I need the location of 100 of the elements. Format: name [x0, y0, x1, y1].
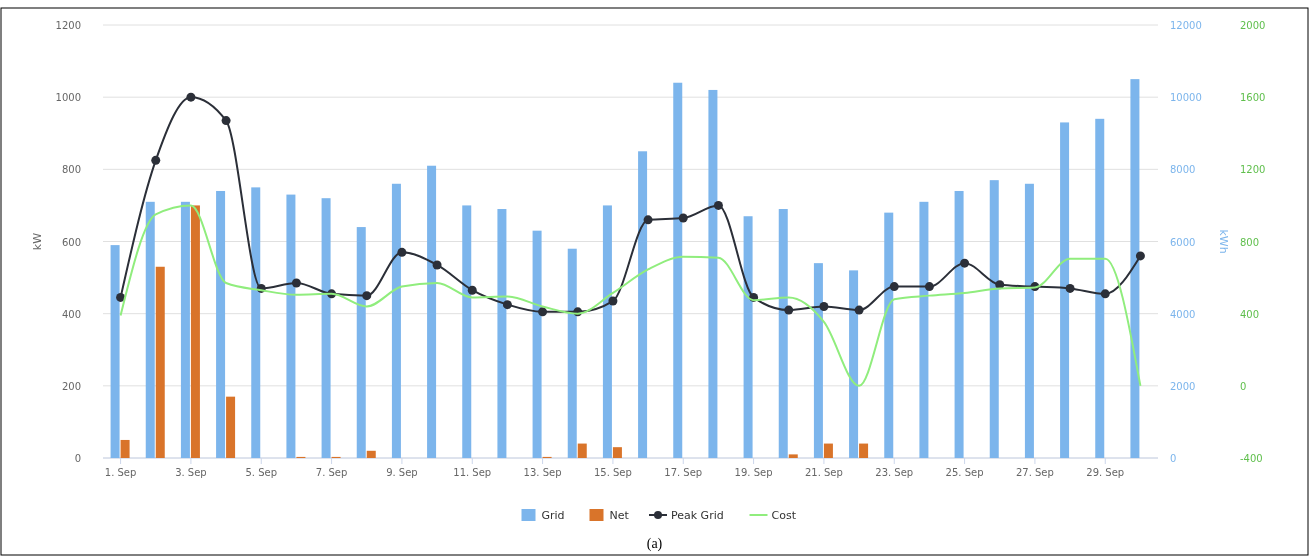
bar	[286, 194, 296, 458]
y-tick-label: 200	[61, 380, 81, 392]
point	[960, 258, 970, 268]
point	[432, 260, 442, 270]
bar	[1060, 122, 1070, 458]
point	[713, 200, 723, 210]
bar	[462, 205, 472, 458]
x-tick-label: 25. Sep	[945, 467, 984, 478]
bar	[180, 201, 190, 458]
x-tick-label: 17. Sep	[664, 467, 703, 478]
bar	[577, 443, 587, 458]
text: (a)	[646, 536, 663, 552]
legend-label: Net	[609, 509, 630, 522]
x-tick-label: 3. Sep	[175, 467, 207, 478]
bar	[1024, 183, 1034, 458]
point	[186, 92, 196, 102]
bar	[743, 216, 753, 458]
y-tick-label: 1000	[55, 92, 81, 104]
bar	[849, 270, 859, 458]
bar	[216, 190, 226, 458]
x-tick-label: 1. Sep	[104, 467, 137, 478]
bar	[110, 245, 120, 458]
y2-tick-label: 6000	[1170, 236, 1196, 248]
point	[467, 285, 477, 295]
point	[854, 305, 864, 315]
point	[643, 215, 653, 225]
y3-tick-label: -400	[1240, 453, 1263, 464]
bar	[366, 450, 376, 458]
bar	[638, 151, 648, 458]
bar	[778, 209, 788, 458]
bar	[602, 205, 612, 458]
bar	[859, 443, 869, 458]
bar	[427, 165, 437, 458]
point	[362, 291, 372, 301]
y-tick-label: 400	[61, 308, 81, 320]
x-tick-label: 19. Sep	[734, 467, 773, 478]
y2-tick-label: 0	[1170, 453, 1177, 464]
x-tick-label: 15. Sep	[593, 467, 632, 478]
x-tick-label: 21. Sep	[804, 467, 843, 478]
x-tick-label: 13. Sep	[523, 467, 562, 478]
y2-tick-label: 12000	[1170, 20, 1202, 31]
bar	[155, 266, 165, 458]
x-tick-label: 23. Sep	[875, 467, 914, 478]
y2-tick-label: 8000	[1170, 164, 1196, 176]
y3-tick-label: 1200	[1240, 164, 1266, 176]
legend-label: Cost	[771, 509, 797, 522]
point	[151, 155, 161, 165]
bar	[919, 201, 929, 458]
bar	[391, 183, 401, 458]
x-tick-label: 9. Sep	[386, 467, 418, 478]
bar	[884, 212, 894, 458]
y3-tick-label: 1600	[1240, 92, 1266, 104]
y-tick-label: 600	[61, 236, 81, 248]
y-tick-label: 0	[74, 453, 81, 464]
bar	[673, 82, 683, 458]
bar	[567, 248, 577, 458]
x-tick-label: 7. Sep	[315, 467, 348, 478]
point	[397, 247, 407, 257]
y2-tick-label: 4000	[1170, 308, 1196, 320]
x-tick-label: 27. Sep	[1015, 467, 1054, 478]
point	[1065, 283, 1075, 293]
point	[116, 292, 126, 302]
legend-label: Grid	[541, 509, 565, 522]
point	[819, 301, 829, 311]
bar	[321, 198, 331, 458]
point	[221, 116, 231, 126]
point	[538, 307, 548, 317]
y3-tick-label: 0	[1240, 380, 1247, 392]
point	[924, 282, 934, 292]
y3-tick-label: 800	[1240, 236, 1260, 248]
bar	[251, 187, 261, 458]
point	[1100, 289, 1110, 299]
y3-tick-label: 2000	[1240, 20, 1266, 31]
point	[678, 213, 688, 223]
bar	[788, 454, 798, 458]
point	[784, 305, 794, 315]
y3-tick-label: 400	[1240, 308, 1260, 320]
y-axis-title: kW	[31, 232, 44, 251]
y-tick-label: 800	[61, 164, 81, 176]
bar	[356, 227, 366, 458]
legend-label: Peak Grid	[671, 509, 724, 522]
y2-tick-label: 2000	[1170, 380, 1196, 392]
bar	[120, 439, 130, 458]
bar	[989, 180, 999, 458]
point	[889, 282, 899, 292]
bar	[813, 263, 823, 458]
x-tick-label: 29. Sep	[1086, 467, 1125, 478]
y2-axis-title: kWh	[1217, 229, 1230, 254]
point	[1135, 251, 1145, 261]
x-tick-label: 11. Sep	[453, 467, 492, 478]
bar	[1095, 118, 1105, 458]
bar	[226, 396, 236, 458]
y-tick-label: 1200	[55, 20, 81, 31]
bar	[1130, 79, 1140, 458]
bar	[708, 89, 718, 458]
x-tick-label: 5. Sep	[245, 467, 278, 478]
line-series	[119, 204, 1142, 387]
bar	[954, 190, 964, 458]
bar	[145, 201, 155, 458]
point	[291, 278, 301, 288]
